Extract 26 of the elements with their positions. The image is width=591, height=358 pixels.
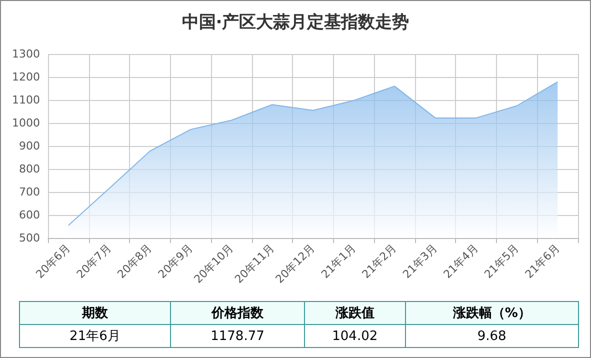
x-tick-label: 21年6月 [522,241,562,281]
text: 21年6月 [20,324,170,348]
y-tick-label: 1200 [12,70,40,84]
x-tick-label: 21年5月 [482,241,522,281]
x-tick-label: 20年7月 [74,241,114,281]
y-tick-label: 900 [19,140,40,152]
text: 涨跌值 [304,302,406,324]
chart-title: 中国·产区大蒜月定基指数走势 [182,12,410,32]
x-tick-label: 21年4月 [441,241,481,281]
text: 涨跌幅（%） [405,302,578,324]
y-tick-label: 800 [19,162,40,176]
x-tick-label: 21年3月 [400,241,440,281]
text: 104.02 [304,324,406,348]
y-tick-label: 600 [19,208,40,222]
text: 期数 [20,302,170,324]
x-tick-label: 21年1月 [318,241,358,281]
text: 1178.77 [170,324,305,348]
text: 价格指数 [170,302,305,324]
x-tick-label: 21年2月 [360,241,400,281]
x-tick-label: 20年9月 [156,241,196,281]
x-tick-label: 20年8月 [114,241,155,281]
y-tick-label: 700 [19,186,40,198]
y-tick-label: 1000 [12,116,40,130]
y-tick-label: 1100 [12,94,40,106]
text: 9.68 [405,324,578,348]
y-tick-label: 1300 [12,48,40,60]
